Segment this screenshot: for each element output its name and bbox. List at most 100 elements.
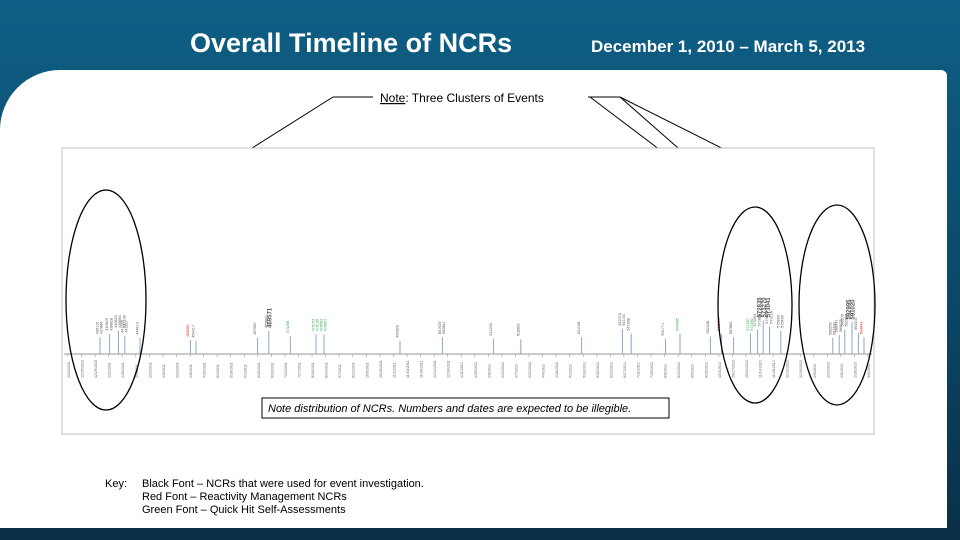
event-label: 588250 <box>828 322 832 335</box>
illegible-note-box: Note distribution of NCRs. Numbers and d… <box>261 397 670 419</box>
tick-label: 11/16/2011 <box>406 361 410 378</box>
tick-label: 7/11/2012 <box>636 362 640 378</box>
tick-label: 11/30/2011 <box>420 361 424 378</box>
note-prefix: Note <box>380 91 406 105</box>
event-label: 571307 <box>746 318 750 331</box>
tick-label: 12/1/2010 <box>67 362 71 378</box>
event-label: 440623 <box>114 315 118 328</box>
tick-label: 3/7/2012 <box>514 364 518 378</box>
tick-label: 10/3/2012 <box>718 362 722 378</box>
key-line-black: Black Font – NCRs that were used for eve… <box>142 478 424 490</box>
event-label: 441739 <box>122 315 126 328</box>
event-label: 440629 <box>105 318 109 331</box>
note-text: : Three Clusters of Events <box>405 91 544 105</box>
tick-label: 2/23/2011 <box>148 362 152 378</box>
event-label: 573270 <box>762 297 768 318</box>
tick-label: 2/22/2012 <box>501 362 505 378</box>
event-label: 441265 <box>120 320 124 333</box>
tick-label: 11/14/2012 <box>759 360 763 378</box>
tick-label: 1/26/2011 <box>121 362 125 378</box>
tick-label: 7/13/2011 <box>284 362 288 378</box>
tick-label: 2/20/2013 <box>853 362 857 378</box>
event-label: 479153 <box>312 319 316 332</box>
event-label: 454217 <box>192 325 196 338</box>
event-label: 589576 <box>840 314 844 327</box>
event-label: 571592 <box>750 318 754 331</box>
tick-label: 5/4/2011 <box>216 364 220 378</box>
illegible-note-text: Note distribution of NCRs. Numbers and d… <box>268 403 631 415</box>
event-label: 551771 <box>661 323 665 336</box>
event-label: 575495 <box>781 315 785 328</box>
tick-label: 8/22/2012 <box>677 362 681 378</box>
event-label: 541191 <box>622 313 626 325</box>
tick-label: 4/18/2012 <box>555 362 559 378</box>
tick-label: 2/8/2012 <box>487 364 491 378</box>
event-label: 511203 <box>489 323 493 335</box>
tick-label: 5/16/2012 <box>582 362 586 378</box>
key-line-green: Green Font – Quick Hit Self-Assessments <box>142 504 346 516</box>
event-label: 501929 <box>438 322 442 335</box>
tick-label: 3/23/2011 <box>175 362 179 378</box>
event-label: 589576 <box>839 319 843 332</box>
tick-label: 9/5/2012 <box>691 364 695 378</box>
event-label: 591020 <box>851 299 857 320</box>
chart-frame <box>61 147 875 435</box>
date-range: December 1, 2010 – March 5, 2013 <box>591 37 866 56</box>
tick-label: 6/13/2012 <box>609 362 613 378</box>
tick-label: 8/10/2011 <box>311 362 315 378</box>
tick-label: 4/6/2011 <box>189 364 193 378</box>
tick-label: 1/11/2012 <box>460 362 464 378</box>
event-label: 593843 <box>860 322 864 335</box>
tick-label: 8/8/2012 <box>664 364 668 378</box>
tick-label: 1/9/2013 <box>813 364 817 378</box>
tick-label: 7/27/2011 <box>298 362 302 378</box>
event-label: 588441 <box>835 319 839 332</box>
tick-label: 1/25/2012 <box>474 362 478 378</box>
event-label: 438828 <box>109 318 113 331</box>
event-label: 474208 <box>286 321 290 334</box>
tick-label: 9/7/2011 <box>338 364 342 378</box>
tick-label: 10/19/2011 <box>379 360 383 378</box>
event-label: 567882 <box>729 322 733 335</box>
tick-label: 10/17/2012 <box>731 360 735 378</box>
event-label: 439110 <box>96 322 100 334</box>
title-bar: Overall Timeline of NCRs December 1, 201… <box>0 0 960 70</box>
tick-label: 10/31/2012 <box>745 360 749 378</box>
event-label: 531108 <box>577 322 581 334</box>
tick-label: 1/23/2013 <box>826 362 830 378</box>
tick-label: 12/26/2012 <box>799 360 803 378</box>
tick-label: 4/4/2012 <box>542 364 546 378</box>
event-label: 437886 <box>100 322 104 335</box>
tick-label: 8/24/2011 <box>325 362 329 378</box>
tick-label: 12/14/2011 <box>433 360 437 378</box>
key-label: Key: <box>105 478 128 490</box>
tick-label: 5/30/2012 <box>596 362 600 378</box>
tick-label: 3/21/2012 <box>528 362 532 378</box>
event-label: 572886 <box>757 314 761 327</box>
event-label: 593201 <box>854 317 858 330</box>
ncr-events: 439110 437886 440629 438828 440623 439654 4417… <box>96 297 865 354</box>
event-label: 573126 <box>769 311 773 324</box>
key-line-red: Red Font – Reactivity Management NCRs <box>142 491 347 503</box>
tick-label: 3/6/2013 <box>867 364 871 378</box>
tick-label: 6/27/2012 <box>623 362 627 378</box>
event-label: 502861 <box>442 322 446 335</box>
event-label: 439654 <box>118 315 122 328</box>
event-label: 469882 <box>264 315 268 328</box>
tick-labels: 12/1/2010 12/15/2010 12/29/2010 1/12/2011 1/… <box>67 354 871 378</box>
cluster-2-ellipse <box>717 206 793 404</box>
event-label: 575998 <box>776 315 780 328</box>
tick-label: 9/19/2012 <box>704 362 708 378</box>
event-label: 592995 <box>845 314 849 327</box>
event-label: 444513 <box>136 322 140 335</box>
tick-label: 7/25/2012 <box>650 362 654 378</box>
event-label: 469571 <box>268 307 274 328</box>
cluster-3-ellipse <box>798 204 876 406</box>
event-label: 573041 <box>766 297 772 318</box>
tick-label: 9/21/2011 <box>352 362 356 378</box>
event-label: 592995 <box>847 299 853 320</box>
tick-label: 2/6/2013 <box>840 364 844 378</box>
event-label: 478963 <box>320 319 324 332</box>
event-label: 541073 <box>618 313 622 326</box>
tick-label: 3/9/2011 <box>162 364 166 378</box>
